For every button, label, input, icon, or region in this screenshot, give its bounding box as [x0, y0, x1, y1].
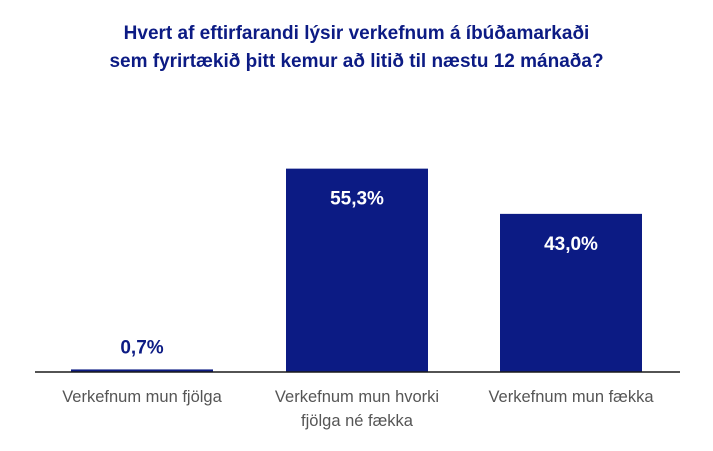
bar-1	[71, 369, 213, 372]
x-tick-label-3: Verkefnum mun fækka	[488, 388, 654, 406]
x-tick-labels-layer: Verkefnum mun fjölga Verkefnum mun hvorki…	[62, 388, 654, 430]
x-tick-label-2-line-1: Verkefnum mun hvorki	[275, 388, 439, 406]
bar-3	[500, 213, 642, 372]
bars-layer	[71, 168, 642, 372]
data-labels-layer: 0,7% 55,3% 43,0%	[120, 189, 598, 359]
data-label-3: 43,0%	[544, 234, 598, 255]
chart-title-line: Hvert af eftirfarandi lýsir verkefnum á …	[123, 23, 590, 44]
x-tick-label-2-line-2: fjölga né fækka	[301, 412, 414, 430]
chart-title: Hvert af eftirfarandi lýsir verkefnum á …	[0, 20, 713, 76]
data-label-1: 0,7%	[120, 337, 163, 358]
x-tick-label-1: Verkefnum mun fjölga	[62, 388, 222, 406]
data-label-2: 55,3%	[330, 189, 384, 210]
chart-title-line: sem fyrirtækið þitt kemur að litið til n…	[109, 51, 604, 72]
bar-2	[286, 168, 428, 372]
